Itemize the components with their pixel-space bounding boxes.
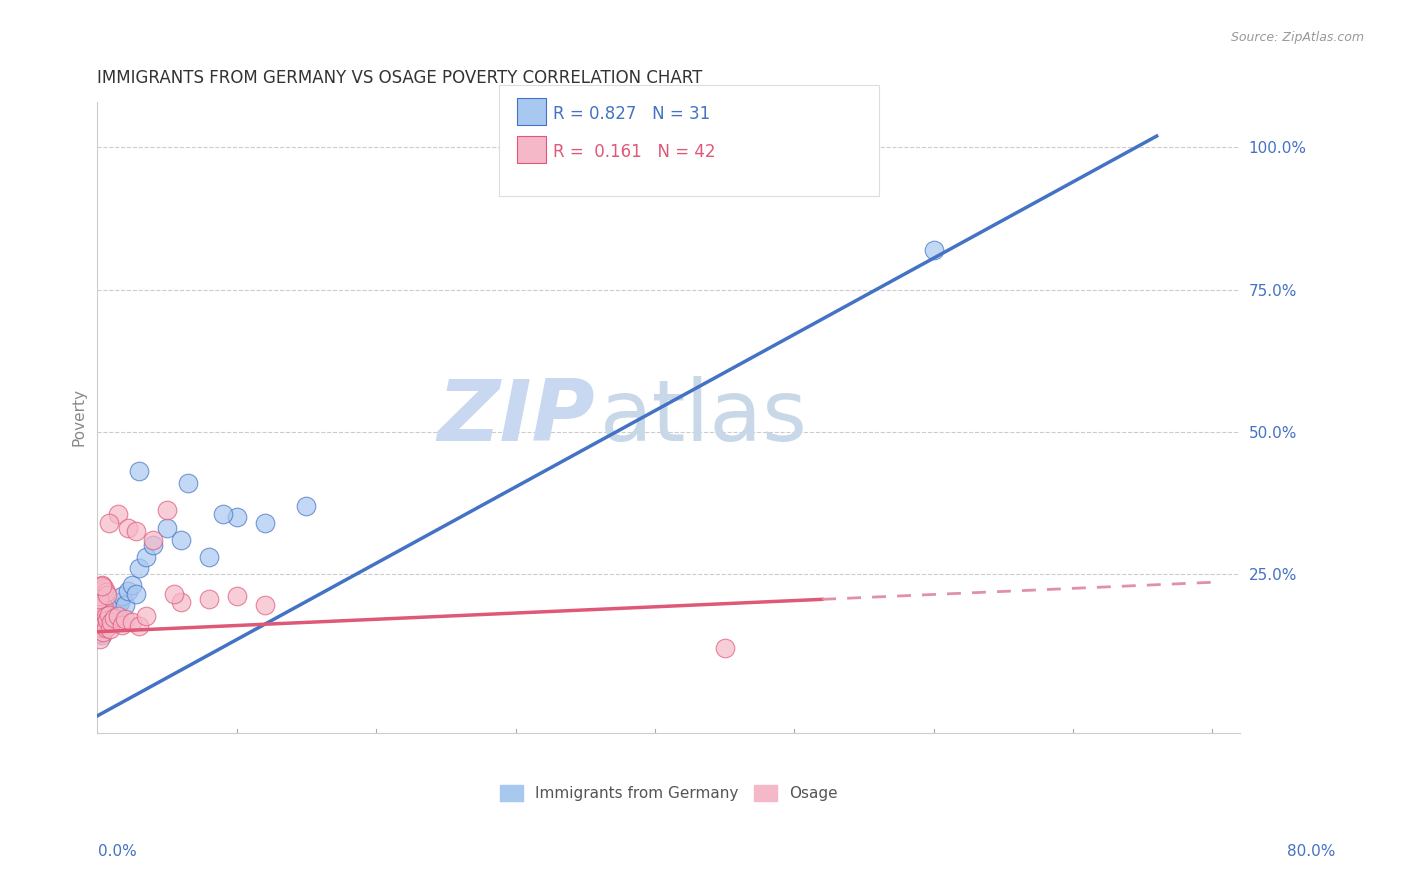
Point xyxy=(91,583,114,598)
Point xyxy=(295,499,318,513)
Point xyxy=(163,587,186,601)
Point xyxy=(94,609,117,624)
Point xyxy=(93,581,115,595)
Point xyxy=(117,583,139,598)
Point xyxy=(253,516,276,530)
Point xyxy=(89,590,111,604)
Point xyxy=(96,613,118,627)
Point xyxy=(87,621,110,635)
Text: atlas: atlas xyxy=(600,376,808,459)
Point xyxy=(121,615,143,629)
Y-axis label: Poverty: Poverty xyxy=(72,388,86,446)
Point xyxy=(98,623,121,637)
Point xyxy=(198,592,221,607)
Point xyxy=(114,612,136,626)
Point xyxy=(142,533,165,547)
Point xyxy=(96,588,118,602)
Point xyxy=(93,616,115,631)
Point xyxy=(156,521,179,535)
Text: 80.0%: 80.0% xyxy=(1288,845,1336,859)
Point xyxy=(97,516,120,530)
Point xyxy=(170,533,193,547)
Point xyxy=(98,618,121,632)
Point xyxy=(93,618,115,632)
Point xyxy=(125,587,148,601)
Point xyxy=(90,628,112,642)
Point xyxy=(94,585,117,599)
Point xyxy=(87,626,110,640)
Point xyxy=(225,509,247,524)
Point xyxy=(128,619,150,633)
Point xyxy=(225,590,247,604)
Point xyxy=(89,632,111,647)
Point xyxy=(91,611,114,625)
Point xyxy=(96,615,118,629)
Point xyxy=(125,524,148,538)
Point xyxy=(111,618,134,632)
Text: IMMIGRANTS FROM GERMANY VS OSAGE POVERTY CORRELATION CHART: IMMIGRANTS FROM GERMANY VS OSAGE POVERTY… xyxy=(97,69,703,87)
Point xyxy=(94,611,117,625)
Point xyxy=(97,609,120,624)
Point xyxy=(135,609,157,624)
Point xyxy=(128,465,150,479)
Point xyxy=(107,507,129,521)
Point xyxy=(253,598,276,612)
Text: 0.0%: 0.0% xyxy=(98,845,138,859)
Point xyxy=(128,561,150,575)
Point xyxy=(90,621,112,635)
Point xyxy=(117,521,139,535)
Point xyxy=(108,595,131,609)
Point xyxy=(91,624,114,639)
Point xyxy=(89,624,111,639)
Point xyxy=(156,503,179,517)
Point xyxy=(111,590,134,604)
Point xyxy=(103,602,125,616)
Point xyxy=(91,619,114,633)
Point xyxy=(90,578,112,592)
Point xyxy=(93,600,115,615)
Point xyxy=(100,612,122,626)
Point xyxy=(105,599,128,614)
Text: R =  0.161   N = 42: R = 0.161 N = 42 xyxy=(553,143,716,161)
Point xyxy=(97,607,120,622)
Point xyxy=(89,615,111,629)
Point xyxy=(114,598,136,612)
Point xyxy=(922,243,945,257)
Point xyxy=(90,579,112,593)
Legend: Immigrants from Germany, Osage: Immigrants from Germany, Osage xyxy=(494,779,844,807)
Text: ZIP: ZIP xyxy=(437,376,595,459)
Text: R = 0.827   N = 31: R = 0.827 N = 31 xyxy=(553,105,710,123)
Point xyxy=(87,592,110,607)
Point xyxy=(103,611,125,625)
Point xyxy=(170,595,193,609)
Point xyxy=(107,609,129,624)
Point xyxy=(90,607,112,621)
Point xyxy=(198,549,221,564)
Text: Source: ZipAtlas.com: Source: ZipAtlas.com xyxy=(1230,31,1364,45)
Point xyxy=(177,475,200,490)
Point xyxy=(94,621,117,635)
Point xyxy=(100,615,122,629)
Point xyxy=(142,538,165,552)
Point xyxy=(121,578,143,592)
Point xyxy=(211,507,233,521)
Point xyxy=(713,640,735,655)
Point xyxy=(135,549,157,564)
